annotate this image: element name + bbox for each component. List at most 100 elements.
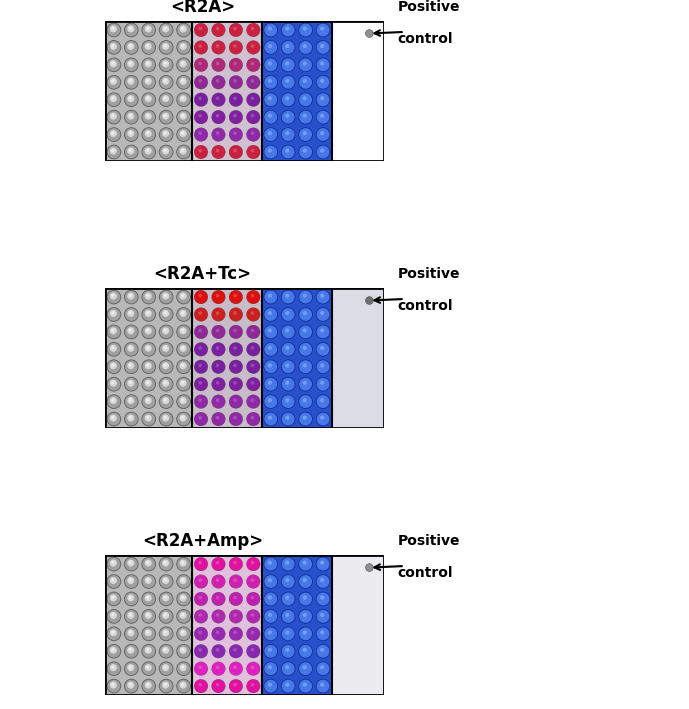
Circle shape <box>282 111 295 123</box>
Circle shape <box>143 395 155 408</box>
Circle shape <box>212 575 225 588</box>
Circle shape <box>302 113 307 118</box>
Circle shape <box>177 58 190 72</box>
Circle shape <box>181 561 184 564</box>
Circle shape <box>251 114 254 118</box>
Circle shape <box>268 113 272 118</box>
Circle shape <box>145 362 152 369</box>
Circle shape <box>299 308 312 321</box>
Circle shape <box>229 58 243 72</box>
Circle shape <box>320 44 325 48</box>
Circle shape <box>146 561 150 564</box>
Circle shape <box>247 145 260 159</box>
Circle shape <box>127 379 134 386</box>
Circle shape <box>299 644 312 658</box>
Circle shape <box>268 346 272 350</box>
Circle shape <box>141 661 156 676</box>
Circle shape <box>316 128 329 141</box>
Circle shape <box>111 311 114 314</box>
Circle shape <box>282 343 295 356</box>
Circle shape <box>316 609 330 624</box>
Circle shape <box>251 149 254 152</box>
Circle shape <box>143 23 155 36</box>
Circle shape <box>282 558 295 571</box>
Circle shape <box>282 76 295 89</box>
Circle shape <box>176 75 191 89</box>
Circle shape <box>107 325 121 339</box>
Circle shape <box>268 26 272 30</box>
Circle shape <box>107 662 121 675</box>
Circle shape <box>127 362 134 369</box>
Circle shape <box>282 662 295 675</box>
Circle shape <box>198 596 202 599</box>
Circle shape <box>247 111 260 124</box>
Circle shape <box>320 113 325 118</box>
Circle shape <box>316 23 329 36</box>
Circle shape <box>285 96 289 101</box>
Circle shape <box>124 591 138 606</box>
Circle shape <box>316 290 330 304</box>
Circle shape <box>177 111 190 123</box>
Circle shape <box>159 359 174 374</box>
Circle shape <box>146 683 150 686</box>
Circle shape <box>265 662 277 675</box>
Circle shape <box>298 574 313 589</box>
Circle shape <box>127 397 134 404</box>
Circle shape <box>107 591 121 606</box>
Circle shape <box>143 575 155 588</box>
Circle shape <box>316 75 330 89</box>
Circle shape <box>298 325 313 339</box>
Circle shape <box>159 609 174 624</box>
Circle shape <box>212 360 225 374</box>
Circle shape <box>316 359 330 374</box>
Circle shape <box>316 662 329 675</box>
Circle shape <box>163 311 167 314</box>
Circle shape <box>162 629 169 636</box>
Circle shape <box>111 648 114 651</box>
Circle shape <box>282 413 295 425</box>
Circle shape <box>129 613 132 616</box>
Circle shape <box>107 75 121 89</box>
Circle shape <box>143 360 155 373</box>
Circle shape <box>111 683 114 686</box>
Circle shape <box>180 113 187 120</box>
Circle shape <box>299 128 312 141</box>
Circle shape <box>233 364 237 367</box>
Circle shape <box>129 596 132 599</box>
Circle shape <box>146 27 150 30</box>
Circle shape <box>316 680 329 693</box>
Circle shape <box>143 291 155 303</box>
Circle shape <box>316 94 329 106</box>
Circle shape <box>177 680 190 693</box>
Circle shape <box>263 40 278 55</box>
Circle shape <box>181 131 184 135</box>
Circle shape <box>216 329 219 333</box>
Circle shape <box>177 378 190 391</box>
Circle shape <box>366 296 373 304</box>
Circle shape <box>212 75 225 89</box>
Circle shape <box>145 612 152 619</box>
Circle shape <box>194 395 208 408</box>
Circle shape <box>302 665 307 669</box>
Circle shape <box>110 629 117 636</box>
Circle shape <box>268 630 272 635</box>
Circle shape <box>159 412 174 426</box>
Circle shape <box>212 128 225 141</box>
Circle shape <box>107 377 121 391</box>
Circle shape <box>177 308 190 321</box>
Circle shape <box>129 364 132 367</box>
Circle shape <box>146 131 150 135</box>
Circle shape <box>125 558 138 571</box>
Circle shape <box>129 96 132 99</box>
Circle shape <box>281 145 296 160</box>
Circle shape <box>160 94 173 106</box>
Circle shape <box>124 307 138 322</box>
Circle shape <box>163 596 167 599</box>
Circle shape <box>129 27 132 30</box>
Circle shape <box>159 627 174 641</box>
Circle shape <box>181 665 184 669</box>
Circle shape <box>107 58 121 72</box>
Circle shape <box>320 665 325 669</box>
Circle shape <box>162 328 169 335</box>
Circle shape <box>124 325 138 339</box>
